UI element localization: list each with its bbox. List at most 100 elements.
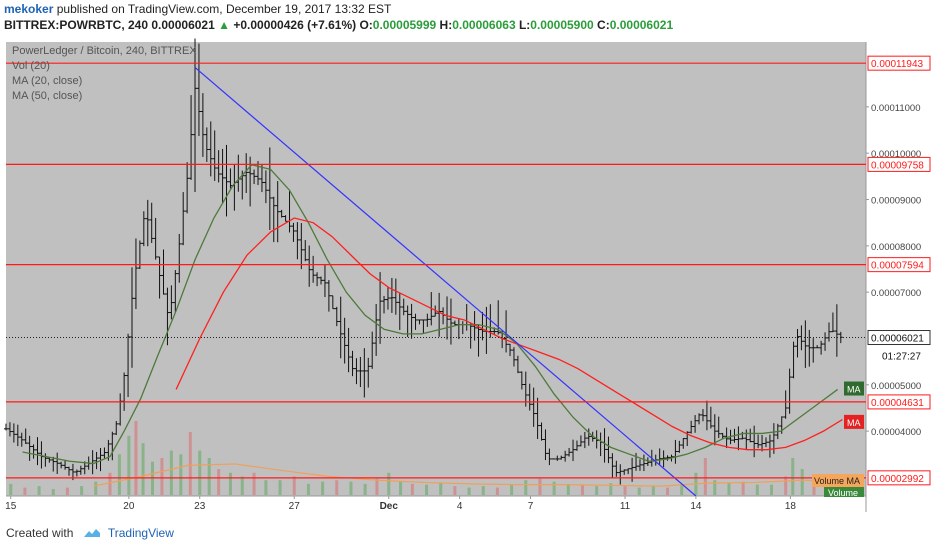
candle — [94, 451, 99, 470]
candle — [63, 460, 68, 470]
candle — [539, 422, 544, 441]
y-tick-label: 0.00008000 — [871, 242, 921, 253]
candle — [114, 420, 119, 436]
x-tick-label: 11 — [620, 501, 631, 512]
volume-bar — [538, 478, 542, 495]
volume-bar — [791, 458, 795, 495]
time-axis — [0, 496, 866, 512]
volume-bar — [741, 481, 745, 495]
volume-bar — [65, 487, 69, 495]
candle — [767, 434, 772, 458]
x-tick-label: 23 — [194, 501, 206, 512]
volume-bar — [80, 486, 84, 495]
volume-bar — [713, 480, 717, 495]
volume-bar — [306, 483, 310, 495]
volume-ma-line — [93, 463, 843, 487]
candle — [15, 424, 20, 447]
candle — [571, 439, 576, 462]
candle — [374, 304, 379, 356]
ma50-line — [175, 217, 843, 451]
candle — [681, 438, 686, 449]
candle — [791, 341, 796, 379]
candle — [425, 313, 430, 327]
candle — [67, 466, 72, 476]
tradingview-logo-icon — [83, 529, 100, 537]
candle — [665, 455, 670, 461]
candle — [350, 350, 355, 377]
candle — [303, 240, 308, 262]
candle — [322, 263, 327, 298]
last-price-tag — [867, 330, 931, 346]
volume-bar — [727, 483, 731, 495]
volume-bar — [264, 480, 268, 495]
candle — [515, 355, 520, 374]
volume-bar — [160, 458, 164, 495]
candle — [118, 393, 123, 426]
volume-bar — [9, 483, 13, 495]
level-label: 0.00009758 — [871, 160, 924, 171]
x-tick-label: 4 — [457, 501, 463, 512]
candle — [23, 428, 28, 444]
candle — [102, 447, 107, 459]
candle — [795, 328, 800, 358]
symbol-label: BITTREX:POWRBTC, 240 — [4, 18, 149, 32]
tradingview-link[interactable]: TradingView — [107, 526, 174, 540]
high-label: H: — [439, 18, 453, 32]
candle — [358, 356, 363, 388]
candle — [196, 43, 201, 137]
candle — [200, 93, 205, 157]
candle — [807, 329, 812, 367]
candle — [311, 255, 316, 283]
level-label: 0.00011943 — [871, 59, 924, 70]
candle — [126, 333, 131, 398]
candle — [224, 144, 229, 217]
candle — [586, 428, 591, 446]
candle — [346, 327, 351, 373]
ma-tag — [844, 414, 864, 429]
volume-tag — [824, 487, 864, 497]
volume-bar — [637, 487, 641, 495]
author-name[interactable]: mekoker — [4, 2, 54, 16]
open-label: O: — [359, 18, 373, 32]
candle — [263, 170, 268, 204]
volume-bar — [623, 486, 627, 495]
candle — [563, 450, 568, 462]
candle — [244, 153, 249, 194]
candle — [334, 306, 339, 327]
candle — [283, 215, 288, 222]
price-change: +0.00000426 (+7.61%) — [233, 18, 357, 32]
current-price: 0.00006021 — [151, 18, 215, 32]
candle — [641, 454, 646, 472]
volume-bar — [198, 450, 202, 495]
x-tick-label: 7 — [528, 501, 534, 512]
volume-bar — [800, 469, 804, 495]
candle — [511, 347, 516, 367]
candle — [567, 447, 572, 457]
x-tick-label: Dec — [380, 501, 399, 512]
volume-bar — [179, 454, 183, 495]
candle — [291, 222, 296, 242]
footer: Created with TradingView — [6, 526, 174, 540]
candle — [259, 164, 264, 193]
candle — [472, 311, 477, 341]
candle — [252, 169, 257, 185]
volume-bar — [387, 472, 391, 495]
candle — [834, 304, 839, 357]
price-chart[interactable]: 0.00011943 0.00009758 0.00007594 0.00004631… — [0, 36, 932, 518]
candle — [448, 298, 453, 345]
candle — [689, 420, 694, 434]
candle — [220, 148, 225, 204]
volume-bar — [292, 476, 296, 495]
candle — [204, 127, 209, 162]
candle — [193, 38, 198, 193]
candle — [299, 223, 304, 270]
candle — [19, 432, 24, 447]
up-arrow-icon: ▲ — [218, 18, 230, 32]
volume-bar — [252, 472, 256, 495]
candle — [523, 371, 528, 407]
candle — [216, 150, 221, 183]
candle — [697, 413, 702, 425]
level-tag — [867, 394, 931, 410]
candle — [610, 453, 615, 479]
volume-bar — [552, 481, 556, 495]
